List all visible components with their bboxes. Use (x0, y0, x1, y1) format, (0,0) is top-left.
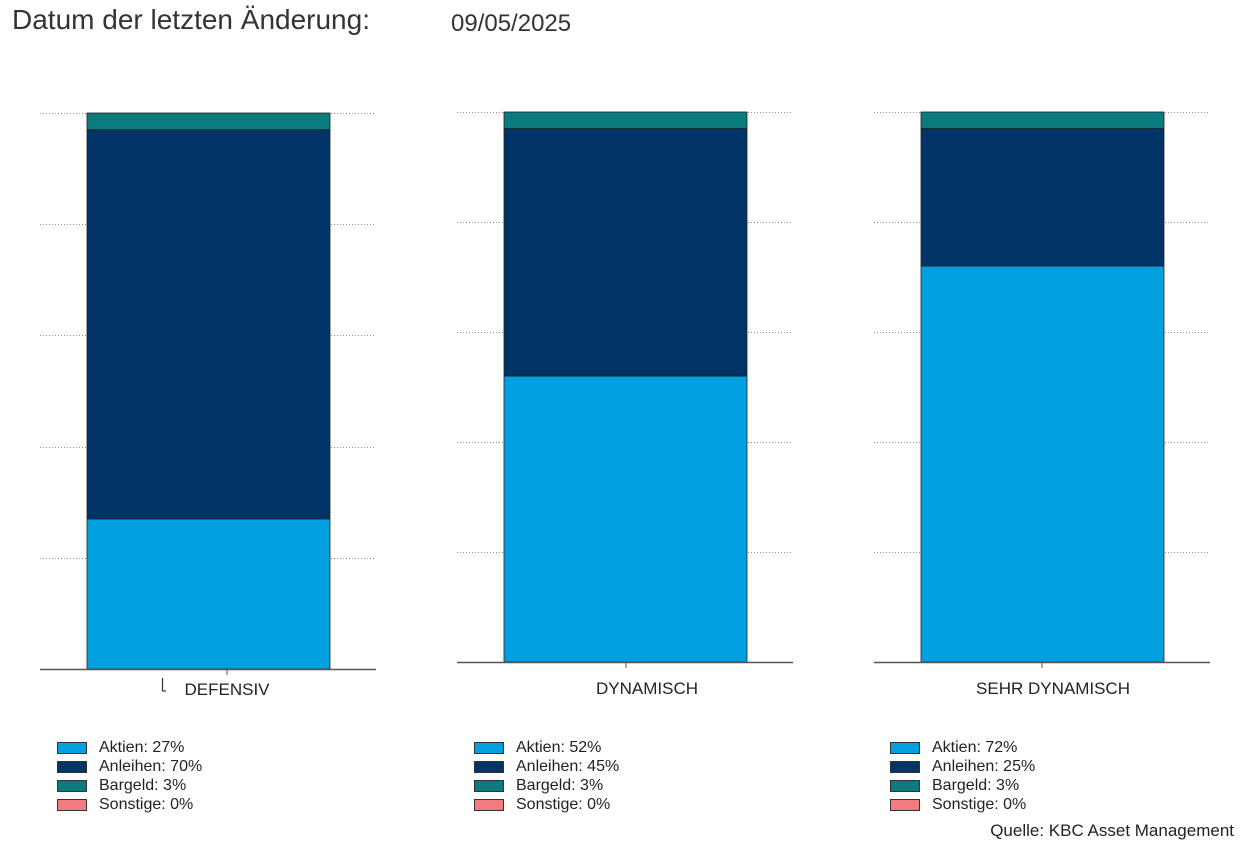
legend-swatch-aktien (57, 741, 87, 754)
legend-item-anleihen: Anleihen: 45% (474, 757, 619, 776)
legend-text: Aktien: 72% (932, 738, 1018, 756)
legend-swatch-sonstige (57, 798, 87, 811)
legend-defensiv: Aktien: 27% Anleihen: 70% Bargeld: 3% So… (57, 738, 202, 814)
legend-text: Bargeld: 3% (932, 776, 1020, 794)
category-label-defensiv: DEFENSIV (184, 680, 270, 699)
legend-item-sonstige: Sonstige: 0% (890, 795, 1035, 814)
legend-swatch-anleihen (57, 760, 87, 773)
legend-swatch-anleihen (474, 760, 504, 773)
legend-item-sonstige: Sonstige: 0% (57, 795, 202, 814)
bar-segment-anleihen (86, 129, 331, 520)
legend-swatch-aktien (474, 741, 504, 754)
legend-text: Aktien: 52% (516, 738, 602, 756)
legend-item-bargeld: Bargeld: 3% (890, 776, 1035, 795)
legend-swatch-sonstige (890, 798, 920, 811)
legend-swatch-aktien (890, 741, 920, 754)
category-label-dynamisch: DYNAMISCH (595, 679, 699, 698)
bar-segment-bargeld (920, 111, 1165, 129)
legend-text: Anleihen: 70% (99, 757, 203, 775)
bar-segment-anleihen (920, 128, 1165, 267)
legend-dynamisch: Aktien: 52% Anleihen: 45% Bargeld: 3% So… (474, 738, 619, 814)
legend-swatch-bargeld (890, 779, 920, 792)
legend-swatch-sonstige (474, 798, 504, 811)
bar-segment-aktien (86, 518, 331, 670)
legend-item-anleihen: Anleihen: 70% (57, 757, 202, 776)
legend-text: Aktien: 27% (99, 738, 185, 756)
bar-segment-bargeld (86, 112, 331, 131)
legend-text: Sonstige: 0% (516, 795, 611, 813)
legend-text: Anleihen: 25% (932, 757, 1036, 775)
legend-text: Anleihen: 45% (516, 757, 620, 775)
legend-text: Sonstige: 0% (932, 795, 1027, 813)
legend-text: Sonstige: 0% (99, 795, 194, 813)
legend-sehr-dynamisch: Aktien: 72% Anleihen: 25% Bargeld: 3% So… (890, 738, 1035, 814)
legend-swatch-bargeld (474, 779, 504, 792)
legend-text: Bargeld: 3% (99, 776, 187, 794)
legend-item-bargeld: Bargeld: 3% (474, 776, 619, 795)
legend-text: Bargeld: 3% (516, 776, 604, 794)
bar-segment-aktien (503, 375, 748, 663)
legend-swatch-anleihen (890, 760, 920, 773)
header-label: Datum der letzten Änderung: (12, 4, 370, 35)
bar-segment-aktien (920, 265, 1165, 663)
bar-segment-bargeld (503, 111, 748, 129)
source-note: Quelle: KBC Asset Management (990, 821, 1234, 840)
header-date: 09/05/2025 (451, 10, 572, 37)
legend-item-aktien: Aktien: 27% (57, 738, 202, 757)
legend-item-bargeld: Bargeld: 3% (57, 776, 202, 795)
legend-item-aktien: Aktien: 72% (890, 738, 1035, 757)
legend-swatch-bargeld (57, 779, 87, 792)
bar-segment-anleihen (503, 128, 748, 377)
legend-item-anleihen: Anleihen: 25% (890, 757, 1035, 776)
category-label-sehr-dynamisch: SEHR DYNAMISCH (976, 679, 1130, 698)
legend-item-sonstige: Sonstige: 0% (474, 795, 619, 814)
legend-item-aktien: Aktien: 52% (474, 738, 619, 757)
